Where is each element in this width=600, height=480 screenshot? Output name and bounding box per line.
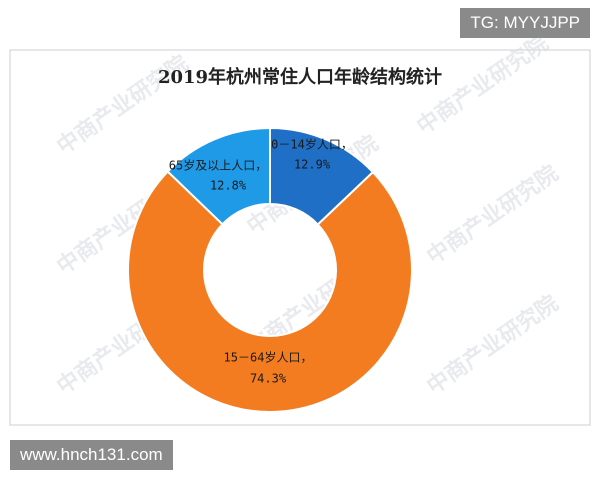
slice-value-label: 12.9% (294, 158, 331, 172)
slice-label: 0－14岁人口， (271, 137, 353, 152)
chart-title: 2019年杭州常住人口年龄结构统计 (158, 66, 442, 88)
donut-slice (166, 126, 271, 226)
slice-value-label: 74.3% (250, 372, 287, 386)
top-tag: TG: MYYJJPP (460, 8, 590, 38)
donut-slice (127, 170, 413, 413)
slice-label: 15－64岁人口， (224, 350, 313, 365)
slice-value-label: 12.8% (210, 179, 247, 193)
bottom-tag: www.hnch131.com (10, 440, 173, 470)
slice-label: 65岁及以上人口， (169, 158, 267, 173)
